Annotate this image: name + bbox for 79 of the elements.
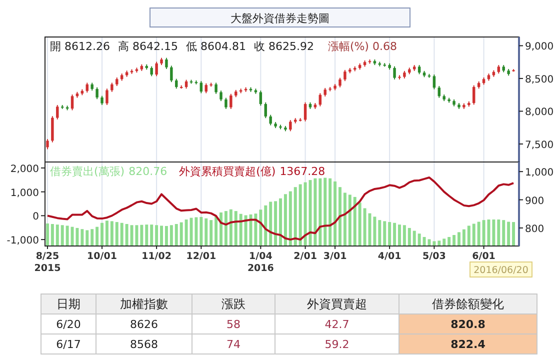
candlestick [96, 86, 98, 100]
text: 2016/06/20 [474, 265, 528, 276]
y2-tick-label: 900 [525, 196, 544, 207]
y-tick-label: -1,000 [6, 236, 39, 247]
annotation: 開 8612.26 [50, 40, 110, 53]
candlestick [106, 88, 108, 106]
candlestick [259, 90, 262, 106]
candlestick [204, 82, 208, 94]
candlestick [304, 102, 307, 122]
candlestick [393, 66, 396, 80]
text: 74 [226, 338, 240, 351]
x-tick-label: 5/03 [422, 251, 446, 262]
annotation: 高 8642.15 [118, 40, 178, 53]
candlestick [51, 116, 54, 143]
candlestick [338, 77, 342, 88]
candlestick [472, 84, 476, 106]
candlestick [70, 94, 74, 111]
text: 借券賣出(萬張) [50, 165, 125, 178]
y-tick-label: 9,000 [525, 42, 554, 53]
candlestick [200, 80, 203, 94]
candlestick [438, 86, 441, 98]
annotation: 低 8604.81 [186, 40, 246, 53]
y-tick-label: 0 [32, 212, 39, 223]
candlestick [155, 61, 158, 77]
candlestick [46, 138, 49, 150]
x-tick-label: 12/01 [186, 251, 216, 262]
candlestick [214, 82, 218, 94]
candlestick [289, 120, 292, 132]
y2-tick-label: 800 [525, 224, 544, 235]
x-tick-label: 8/25 2015 [34, 251, 61, 274]
x-tick-label: 2/01 [294, 251, 317, 262]
annotation: 1367.28 [280, 165, 326, 178]
text: 59.2 [324, 338, 350, 351]
candlestick [220, 90, 222, 102]
candlestick [269, 114, 272, 126]
x-tick-label: 6/01 [472, 251, 496, 262]
category-label: 6/17 [56, 338, 81, 351]
candlestick [264, 102, 267, 119]
candlestick [344, 69, 346, 82]
y-tick-label: 8,000 [525, 107, 554, 118]
text: 日期 [56, 297, 80, 311]
annotation: 漲幅(%) 0.68 [328, 40, 397, 53]
candlestick [165, 57, 168, 70]
x-tick-label: 4/01 [378, 251, 402, 262]
candlestick [418, 64, 421, 75]
text: 8568 [130, 338, 158, 351]
text: 822.4 [450, 338, 486, 351]
annotation: 收 8625.92 [254, 40, 314, 53]
text: 58 [226, 318, 240, 331]
candlestick [110, 82, 114, 92]
candlestick [175, 78, 178, 90]
text: 外資累積買賣超(億) [179, 165, 276, 178]
candlestick [230, 93, 232, 110]
candlestick [224, 97, 228, 110]
x-tick-label: 11/02 [142, 251, 172, 262]
candlestick [56, 104, 59, 120]
y-tick-label: 7,500 [525, 140, 554, 151]
category-label: 6/20 [56, 318, 81, 331]
x-tick-label: 10/01 [87, 251, 117, 262]
x-tick-label: 3/01 [323, 251, 347, 262]
category-label: 借券餘額變化 [432, 297, 504, 311]
category-label: 外資買賣超 [307, 297, 367, 311]
category-label: 加權指數 [120, 297, 168, 311]
text: 8626 [130, 318, 158, 331]
text: 820.8 [450, 318, 486, 331]
chart-title: 大盤外資借券走勢圖 [230, 12, 330, 25]
candlestick [150, 66, 153, 77]
y-tick-label: 8,500 [525, 74, 554, 86]
category-label: 漲跌 [222, 297, 246, 311]
text: 42.7 [324, 318, 350, 331]
x-tick-label: 1/04 2016 [247, 251, 274, 274]
annotation: 820.76 [128, 165, 168, 178]
y-tick-label: 1,000 [10, 188, 39, 199]
candlestick [100, 95, 104, 106]
candlestick [432, 74, 436, 90]
candlestick [170, 65, 173, 83]
line-series [46, 176, 515, 241]
candlestick [86, 82, 89, 94]
y-tick-label: 2,000 [10, 164, 39, 175]
